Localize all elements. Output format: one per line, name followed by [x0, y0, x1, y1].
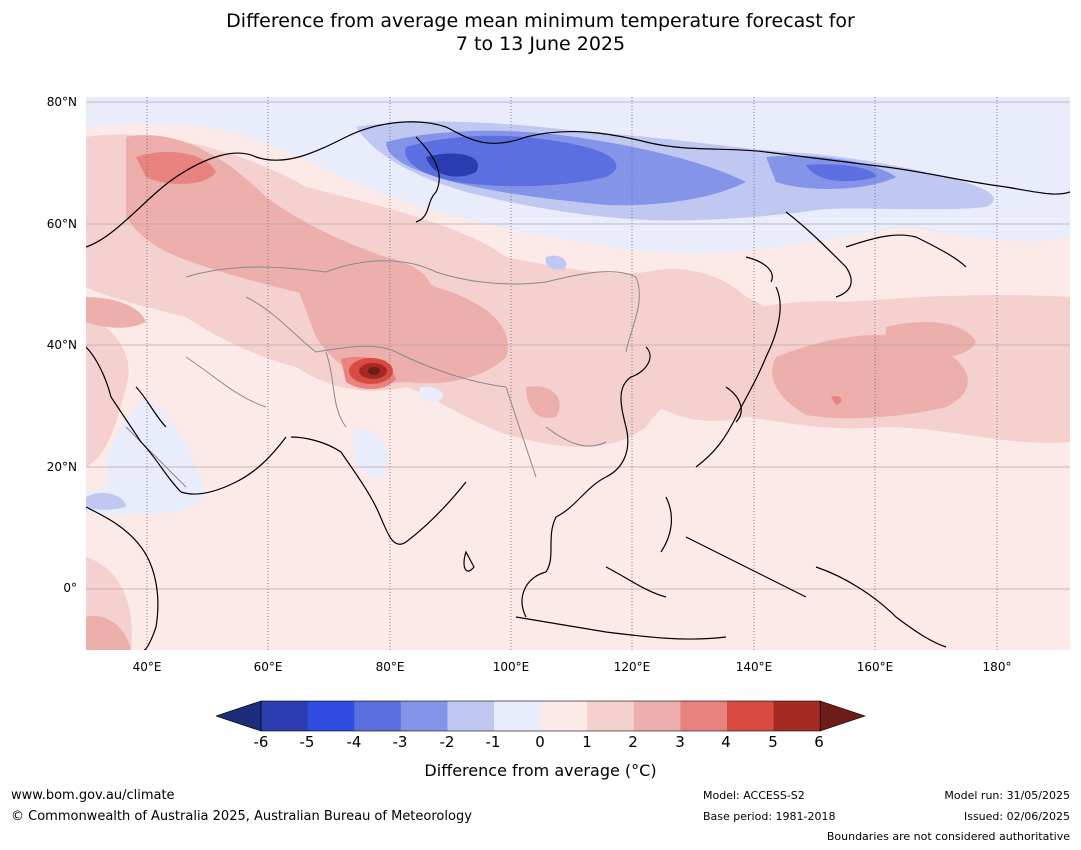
colorbar-arrow-low [216, 700, 262, 732]
anomaly-map-svg [86, 97, 1070, 650]
copyright-text: © Commonwealth of Australia 2025, Austra… [11, 809, 472, 824]
latitude-gridlines [86, 101, 1070, 590]
colorbar-label: Difference from average (°C) [424, 761, 657, 780]
colorbar-tick: 1 [582, 733, 592, 751]
colorbar-tick: 4 [721, 733, 731, 751]
country-borders [125, 260, 640, 488]
lat-label-80n: 80°N [46, 95, 77, 109]
lat-label-60n: 60°N [46, 217, 77, 231]
colorbar-tick: -2 [439, 733, 455, 751]
lon-label-80e: 80°E [375, 660, 405, 674]
colorbar-arrow-high [819, 700, 866, 732]
colorbar-tick: -6 [253, 733, 269, 751]
colorbar-tick: -4 [346, 733, 362, 751]
lat-label-20n: 20°N [46, 460, 77, 474]
colorbar-tick: 2 [628, 733, 638, 751]
anomaly-cool-4-5 [426, 153, 478, 177]
anomaly-map [86, 97, 1070, 650]
disclaimer-text: Boundaries are not considered authoritat… [826, 830, 1070, 843]
colorbar-segment [727, 701, 775, 731]
colorbar-tick: -5 [299, 733, 315, 751]
lon-label-180: 180° [982, 660, 1012, 674]
title-line-1: Difference from average mean minimum tem… [226, 10, 855, 32]
base-period-text: Base period: 1981-2018 [703, 810, 836, 823]
colorbar-segment [261, 701, 309, 731]
colorbar-segment [307, 701, 355, 731]
lon-label-160e: 160°E [856, 660, 894, 674]
colorbar [216, 700, 866, 732]
colorbar-segment [773, 701, 821, 731]
lat-label-40n: 40°N [46, 338, 77, 352]
website-link[interactable]: www.bom.gov.au/climate [11, 788, 175, 803]
colorbar-tick: 3 [675, 733, 685, 751]
model-run-text: Model run: 31/05/2025 [944, 789, 1070, 802]
lon-label-60e: 60°E [253, 660, 283, 674]
coastlines [86, 121, 1070, 650]
colorbar-segments [216, 700, 866, 732]
map-title: Difference from average mean minimum tem… [0, 10, 1081, 56]
colorbar-segment [540, 701, 588, 731]
colorbar-tick: -3 [392, 733, 408, 751]
colorbar-segment [447, 701, 495, 731]
model-text: Model: ACCESS-S2 [703, 789, 805, 802]
colorbar-segment [680, 701, 728, 731]
colorbar-tick: 6 [814, 733, 824, 751]
colorbar-segment [494, 701, 542, 731]
colorbar-tick: 5 [768, 733, 778, 751]
lat-label-0: 0° [63, 581, 77, 595]
lon-label-140e: 140°E [735, 660, 773, 674]
anomaly-hotspot [349, 358, 393, 384]
colorbar-tick: 0 [535, 733, 545, 751]
issued-text: Issued: 02/06/2025 [963, 810, 1070, 823]
longitude-gridlines [146, 97, 998, 650]
lon-label-40e: 40°E [132, 660, 162, 674]
title-line-2: 7 to 13 June 2025 [455, 33, 626, 55]
colorbar-segment [633, 701, 681, 731]
colorbar-segment [354, 701, 402, 731]
colorbar-segment [400, 701, 448, 731]
colorbar-tick: -1 [485, 733, 501, 751]
colorbar-segment [587, 701, 635, 731]
lon-label-100e: 100°E [492, 660, 530, 674]
lon-label-120e: 120°E [613, 660, 651, 674]
